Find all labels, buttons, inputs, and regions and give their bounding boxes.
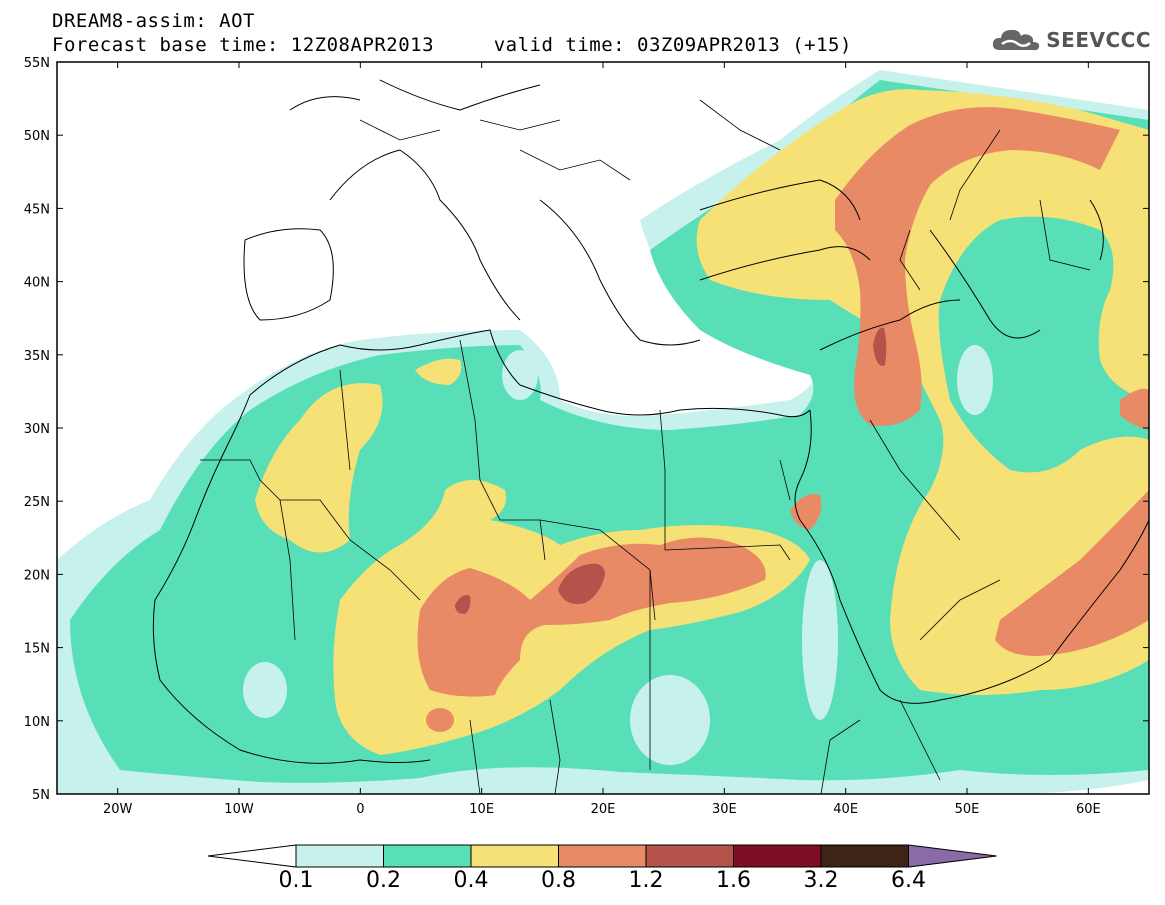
lat-tick-label: 55N: [24, 56, 50, 71]
lat-tick-label: 25N: [24, 495, 50, 510]
lon-tick-label: 20E: [591, 802, 616, 817]
lon-tick-label: 10W: [224, 802, 254, 817]
lat-tick-label: 30N: [24, 422, 50, 437]
lon-tick-label: 20W: [103, 802, 133, 817]
lon-tick-label: 30E: [712, 802, 737, 817]
seevccc-logo: SEEVCCC: [990, 26, 1151, 54]
colorbar-swatch: [558, 844, 647, 868]
colorbar-swatch: [383, 844, 472, 868]
lat-tick-label: 10N: [24, 715, 50, 730]
colorbar-swatch: [645, 844, 734, 868]
lon-tick-label: 10E: [469, 802, 494, 817]
lat-tick-label: 45N: [24, 202, 50, 217]
colorbar-level-label: 1.2: [628, 868, 664, 893]
map-title: DREAM8-assim: AOT: [52, 10, 255, 32]
lon-tick-label: 50E: [955, 802, 980, 817]
lon-tick-label: 0: [356, 802, 364, 817]
aot-level-1.2: [455, 327, 887, 614]
lat-tick-label: 5N: [32, 788, 50, 803]
colorbar-level-label: 0.8: [541, 868, 576, 893]
aot-level-0.8: [417, 107, 1149, 732]
colorbar-level-label: 0.1: [278, 868, 314, 893]
lat-tick-label: 15N: [24, 642, 50, 657]
aot-field: [57, 62, 1149, 794]
colorbar-level-label: 1.6: [716, 868, 751, 893]
colorbar-swatch: [295, 844, 384, 868]
lat-tick-label: 40N: [24, 276, 50, 291]
colorbar-under-arrow: [207, 844, 297, 868]
colorbar-swatch: [470, 844, 559, 868]
lat-tick-label: 35N: [24, 349, 50, 364]
cloud-icon: [993, 29, 1040, 51]
colorbar-level-label: 0.2: [366, 868, 401, 893]
colorbar-swatch: [820, 844, 909, 868]
lat-tick-label: 50N: [24, 129, 50, 144]
axis-ticks: 20W 10W 0 10E 20E 30E 40E 50E 60E 55N 50N 45N 40N 35N…: [24, 56, 1149, 817]
lat-tick-label: 20N: [24, 568, 50, 583]
logo-text: SEEVCCC: [1046, 28, 1151, 52]
lon-tick-label: 60E: [1076, 802, 1101, 817]
coastlines: [152, 79, 1149, 764]
colorbar-level-label: 6.4: [891, 868, 926, 893]
forecast-time-subtitle: Forecast base time: 12Z08APR2013 valid t…: [52, 34, 852, 56]
colorbar-level-label: 3.2: [803, 868, 839, 893]
colorbar-level-label: 0.4: [453, 868, 489, 893]
country-borders: [200, 99, 1091, 794]
colorbar-swatch: [733, 844, 822, 868]
colorbar: [207, 844, 997, 868]
lon-tick-label: 40E: [833, 802, 858, 817]
colorbar-over-arrow: [908, 844, 997, 868]
